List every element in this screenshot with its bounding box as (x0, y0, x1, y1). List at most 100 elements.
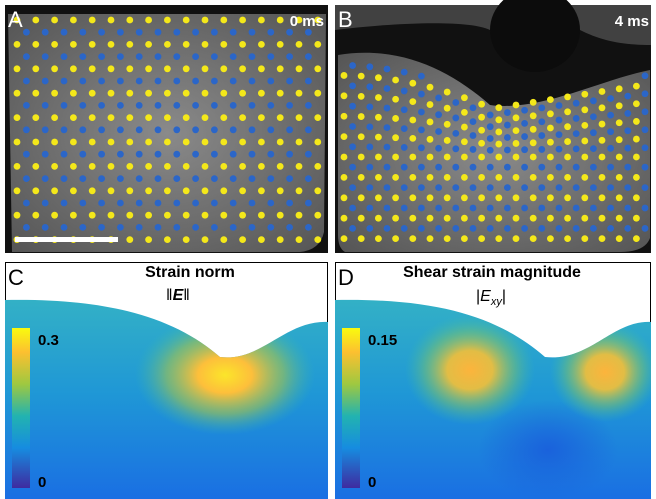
marker-dot (155, 200, 162, 207)
scale-bar (15, 237, 118, 242)
marker-dot (513, 140, 520, 147)
marker-dot (366, 184, 373, 191)
marker-dot (32, 17, 39, 24)
marker-dot (642, 184, 649, 191)
marker-dot (211, 29, 218, 36)
marker-dot (538, 104, 545, 111)
marker-dot (409, 98, 416, 105)
marker-dot (155, 151, 162, 158)
marker-dot (581, 174, 588, 181)
marker-dot (409, 215, 416, 222)
marker-dot (211, 126, 218, 133)
marker-dot (136, 29, 143, 36)
marker-dot (258, 41, 265, 48)
marker-dot (444, 154, 451, 161)
marker-dot (286, 175, 293, 182)
marker-dot (305, 175, 312, 182)
colorbar-max: 0.3 (38, 332, 59, 349)
marker-dot (286, 102, 293, 109)
marker-dot (126, 17, 133, 24)
marker-dot (220, 17, 227, 24)
marker-dot (249, 29, 256, 36)
marker-dot (642, 126, 649, 133)
marker-dot (478, 127, 485, 134)
marker-dot (249, 78, 256, 85)
marker-dot (427, 235, 434, 242)
marker-dot (581, 194, 588, 201)
marker-dot (495, 116, 502, 123)
marker-dot (366, 83, 373, 90)
colorbar-min: 0 (368, 474, 376, 491)
marker-dot (573, 205, 580, 212)
marker-dot (607, 145, 614, 152)
marker-dot (624, 205, 631, 212)
marker-dot (573, 115, 580, 122)
marker-dot (51, 163, 58, 170)
marker-dot (192, 151, 199, 158)
marker-dot (341, 174, 348, 181)
marker-dot (590, 184, 597, 191)
marker-dot (202, 114, 209, 121)
marker-dot (513, 127, 520, 134)
marker-dot (547, 110, 554, 117)
marker-dot (461, 109, 468, 116)
marker-dot (61, 224, 68, 231)
marker-dot (126, 65, 133, 72)
marker-dot (538, 184, 545, 191)
marker-dot (581, 215, 588, 222)
marker-dot (504, 147, 511, 154)
marker-dot (418, 144, 425, 151)
marker-dot (375, 154, 382, 161)
marker-dot (126, 212, 133, 219)
marker-dot (547, 174, 554, 181)
marker-dot (202, 41, 209, 48)
marker-dot (42, 53, 49, 60)
marker-dot (547, 194, 554, 201)
marker-dot (504, 134, 511, 141)
marker-dot (435, 95, 442, 102)
marker-dot (435, 225, 442, 232)
marker-dot (384, 184, 391, 191)
marker-dot (145, 41, 152, 48)
marker-dot (117, 102, 124, 109)
marker-dot (444, 215, 451, 222)
marker-dot (444, 235, 451, 242)
marker-dot (581, 106, 588, 113)
marker-dot (564, 235, 571, 242)
marker-dot (258, 17, 265, 24)
marker-dot (61, 175, 68, 182)
marker-dot (461, 154, 468, 161)
marker-dot (607, 128, 614, 135)
marker-dot (61, 53, 68, 60)
marker-dot (23, 126, 30, 133)
symbol: ‖E‖ (166, 287, 190, 304)
marker-dot (277, 41, 284, 48)
marker-dot (89, 65, 96, 72)
marker-dot (89, 187, 96, 194)
marker-dot (51, 212, 58, 219)
marker-dot (108, 41, 115, 48)
marker-dot (70, 90, 77, 97)
marker-dot (32, 187, 39, 194)
marker-dot (267, 151, 274, 158)
marker-dot (444, 121, 451, 128)
marker-dot (98, 102, 105, 109)
marker-dot (616, 194, 623, 201)
panel-label: A (8, 7, 23, 32)
symbol-part: | (502, 288, 506, 305)
marker-dot (392, 174, 399, 181)
marker-dot (277, 236, 284, 243)
marker-dot (173, 53, 180, 60)
marker-dot (452, 184, 459, 191)
marker-dot (258, 139, 265, 146)
marker-dot (392, 134, 399, 141)
marker-dot (504, 205, 511, 212)
marker-dot (23, 78, 30, 85)
marker-dot (547, 235, 554, 242)
marker-dot (487, 147, 494, 154)
marker-dot (358, 73, 365, 80)
marker-dot (277, 212, 284, 219)
marker-dot (521, 146, 528, 153)
marker-dot (556, 205, 563, 212)
marker-dot (495, 141, 502, 148)
